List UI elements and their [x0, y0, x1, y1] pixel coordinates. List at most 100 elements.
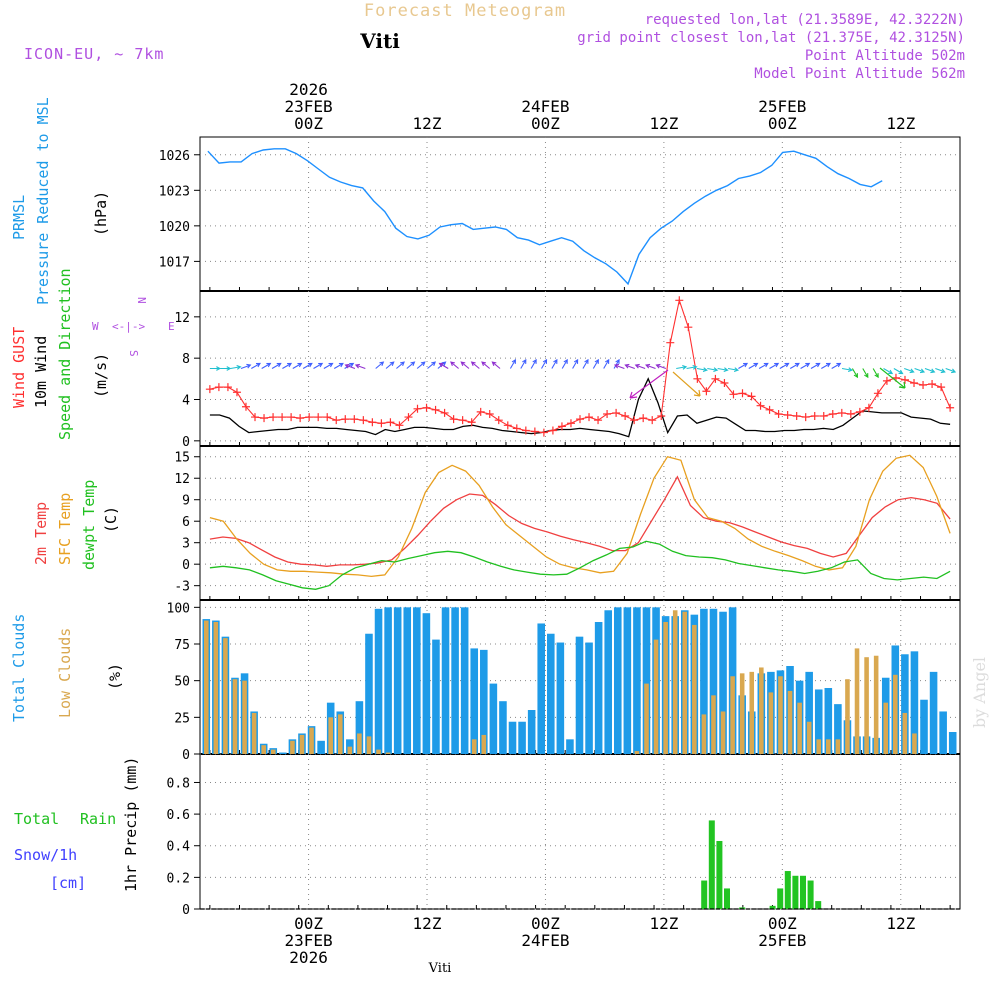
- wind-arrow: [251, 362, 261, 369]
- rain-bar: [807, 880, 814, 909]
- low-cloud-bar: [328, 717, 333, 754]
- gust-marker: [494, 416, 503, 425]
- gust-marker: [548, 426, 557, 435]
- wind-dir-label: Speed and Direction: [56, 268, 74, 440]
- wind-arrow: [645, 363, 656, 370]
- y-tick-label: 0: [182, 903, 190, 918]
- wind-arrow: [396, 361, 405, 369]
- low-cloud-bar: [270, 749, 276, 754]
- low-cloud-bar: [357, 733, 362, 754]
- wind-arrow: [696, 367, 708, 373]
- wind-arrow: [520, 358, 527, 369]
- low-cloud-bar: [826, 739, 831, 754]
- low-cloud-bar: [749, 671, 755, 754]
- y-tick-label: 8: [182, 352, 190, 367]
- wind-arrow: [945, 367, 957, 374]
- low-cloud-bar: [290, 740, 295, 754]
- gust-marker: [566, 419, 575, 428]
- time-label: 00Z: [294, 114, 323, 133]
- y-tick-label: 12: [174, 472, 190, 487]
- rain-bar: [815, 901, 822, 909]
- total-cloud-bar: [384, 607, 392, 754]
- time-label: 12Z: [413, 914, 442, 933]
- total-cloud-bar: [403, 607, 412, 754]
- wind-arrow-strong: [672, 371, 701, 397]
- low-cloud-bar: [644, 683, 649, 754]
- total-cloud-bar: [480, 649, 488, 754]
- gust-marker: [783, 411, 792, 419]
- total-cloud-bar: [633, 607, 641, 754]
- product-title: Forecast Meteogram: [364, 1, 566, 21]
- low-cloud-bar: [902, 712, 908, 754]
- low-cloud-bar: [768, 692, 774, 754]
- low-cloud-bar: [701, 714, 707, 754]
- gust-marker: [639, 414, 648, 423]
- time-label: 24FEB: [521, 931, 569, 950]
- temp-unit: (C): [102, 506, 120, 533]
- wind-arrow: [603, 358, 610, 369]
- gust-marker: [440, 408, 449, 417]
- gust-marker: [855, 407, 864, 416]
- y-tick-label: 1026: [159, 149, 190, 164]
- total-cloud-bar: [460, 607, 469, 754]
- time-label: 00Z: [531, 914, 560, 933]
- gust-marker: [693, 374, 702, 383]
- precip-panel: [200, 820, 960, 910]
- gust-marker: [729, 390, 738, 399]
- total-cloud-bar: [441, 607, 450, 754]
- low-cloud-bar: [242, 680, 247, 754]
- gust-marker: [738, 389, 747, 398]
- prmsl-line: [207, 148, 883, 286]
- gust-label: Wind GUST: [10, 327, 28, 408]
- panel-frame: [199, 445, 961, 601]
- rain-bar: [792, 875, 799, 909]
- wind-arrow: [758, 362, 769, 369]
- wind-arrow: [385, 361, 395, 369]
- footer-location: Viti: [428, 961, 452, 976]
- y-tick-label: 0: [182, 748, 190, 763]
- prmsl-unit: (hPa): [92, 191, 110, 236]
- wind-arrow: [893, 368, 904, 375]
- total-cloud-bar: [413, 607, 421, 754]
- wind-arrow: [883, 368, 894, 375]
- low-cloud-bar: [213, 622, 219, 754]
- total-cloud-bar: [346, 739, 354, 754]
- prmsl-label: PRMSL: [10, 195, 28, 240]
- total-cloud-bar: [929, 671, 938, 754]
- total-cloud-bar: [948, 732, 957, 754]
- wind-arrow: [851, 368, 858, 379]
- gust-marker: [205, 385, 214, 394]
- time-label: 2026: [289, 948, 328, 967]
- time-label: 23FEB: [284, 97, 332, 116]
- total-cloud-bar: [518, 721, 526, 754]
- low-cloud-bar: [835, 739, 841, 754]
- low-cloud-bar: [347, 746, 353, 754]
- gust-marker: [919, 381, 928, 390]
- total-cloud-bar: [604, 610, 612, 754]
- low-cloud-bar: [806, 721, 812, 754]
- wind-arrow: [220, 366, 232, 371]
- gust-marker: [882, 376, 891, 385]
- rain-bar: [769, 905, 776, 909]
- gust-marker: [287, 413, 296, 422]
- wind-arrow: [904, 367, 915, 374]
- wind-labels: Wind GUST 10m Wind Speed and Direction (…: [10, 268, 175, 440]
- gust-marker: [630, 416, 639, 425]
- low-cloud-bar: [711, 695, 716, 754]
- gust-marker: [350, 415, 359, 424]
- clouds-panel: [202, 607, 957, 754]
- y-tick-labels: 101710201023102604812-303691215025507510…: [159, 149, 190, 918]
- compass-w: W: [92, 320, 99, 333]
- low-cloud-bar: [778, 676, 783, 754]
- cloud-labels: Total Clouds Low Clouds (%) by Angel: [10, 614, 989, 728]
- wind-arrow: [450, 361, 459, 369]
- gust-marker: [449, 415, 458, 424]
- wind-arrow: [491, 361, 501, 369]
- wind-arrow: [727, 367, 740, 373]
- rain-bar: [784, 871, 791, 909]
- total-cloud-bar: [834, 704, 842, 754]
- wind-arrow: [613, 363, 625, 370]
- total-cloud-bar: [317, 740, 325, 754]
- wind-arrow: [481, 361, 491, 369]
- wind-arrow: [470, 361, 480, 369]
